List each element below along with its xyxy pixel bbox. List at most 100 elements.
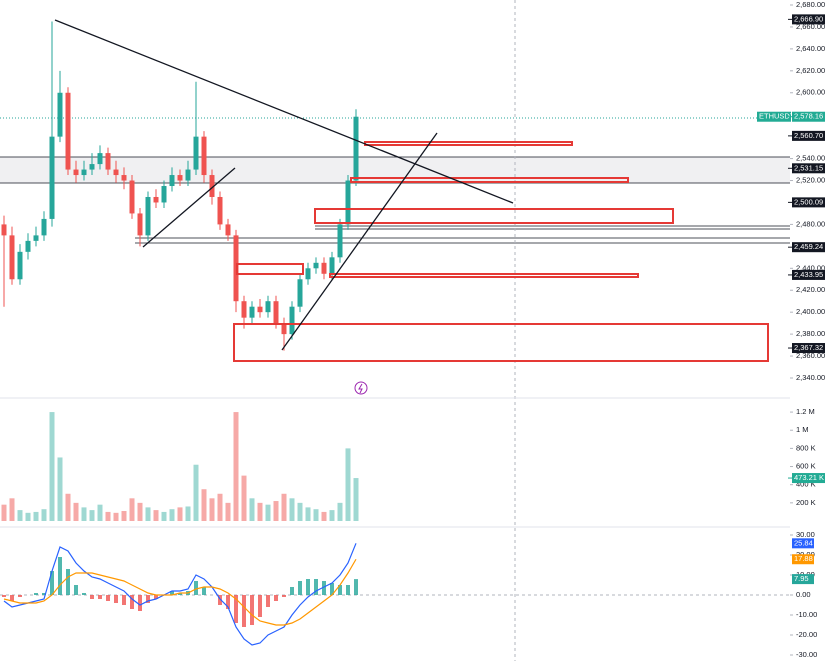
volume-bar — [137, 502, 143, 521]
candle-body — [273, 301, 279, 324]
volume-bar — [65, 493, 71, 521]
candle-body — [113, 169, 119, 176]
y-tick-label: 2,540.00 — [796, 154, 825, 163]
histogram-bar — [354, 579, 358, 595]
badge-label: 2,666.90 — [794, 14, 823, 23]
candle-body — [57, 92, 63, 137]
candle-body — [281, 323, 287, 335]
volume-bar — [81, 507, 87, 521]
histogram-bar — [34, 593, 38, 595]
volume-bar — [113, 512, 119, 521]
volume-bar — [185, 506, 191, 521]
volume-bar — [33, 511, 39, 521]
histogram-bar — [266, 595, 270, 607]
y-tick-label: 2,400.00 — [796, 307, 825, 316]
y-tick-label: 400 K — [796, 480, 816, 489]
y-tick-label: 800 K — [796, 443, 816, 452]
price-badge — [792, 343, 825, 354]
candle-body — [153, 196, 159, 203]
candle-body — [105, 153, 111, 170]
price-badge — [792, 574, 814, 585]
histogram-bar — [10, 595, 14, 601]
volume-bar — [249, 498, 255, 521]
candle-body — [297, 279, 303, 307]
candle-body — [217, 196, 223, 225]
histogram-bar — [66, 569, 70, 595]
candle-body — [265, 301, 271, 313]
candle-body — [209, 175, 215, 197]
candle-body — [41, 218, 47, 236]
badge-label: 17.88 — [794, 554, 813, 563]
histogram-bar — [82, 593, 86, 595]
histogram-bar — [170, 591, 174, 595]
badge-label: 2,500.09 — [794, 197, 823, 206]
histogram-bar — [122, 595, 126, 605]
candle-body — [33, 235, 39, 241]
volume-bar — [321, 511, 327, 521]
y-tick-label: 2,360.00 — [796, 351, 825, 360]
histogram-bar — [74, 585, 78, 595]
histogram-bar — [178, 593, 182, 595]
volume-bar — [145, 507, 151, 521]
trend-lines — [54, 19, 514, 351]
volume-bar — [313, 509, 319, 521]
volume-bar — [41, 509, 47, 521]
candle-body — [129, 180, 135, 214]
y-tick-label: 2,520.00 — [796, 176, 825, 185]
price-badge — [792, 269, 825, 280]
badge-label: 7.95 — [794, 574, 809, 583]
histogram-bar — [290, 587, 294, 595]
volume-bar — [161, 511, 167, 521]
candle-body — [1, 224, 7, 236]
y-tick-label: 0.00 — [796, 590, 811, 599]
volume-bar — [289, 498, 295, 521]
volume-bar — [281, 493, 287, 521]
volume-bar — [177, 507, 183, 521]
y-tick-label: 2,680.00 — [796, 0, 825, 9]
candle-body — [353, 116, 359, 181]
candle-body — [9, 235, 15, 280]
price-badge — [792, 163, 825, 174]
candle-body — [305, 268, 311, 280]
candle-body — [289, 306, 295, 335]
histogram-bar — [90, 595, 94, 599]
volume-bar — [353, 478, 359, 521]
badge-label: 2,578.16 — [794, 112, 823, 121]
price-badge — [792, 197, 825, 208]
histogram-bar — [242, 595, 246, 627]
y-tick-label: 2,640.00 — [796, 44, 825, 53]
histogram-bar — [250, 595, 254, 625]
alert-icon — [354, 381, 368, 395]
volume-bar — [209, 498, 215, 521]
histogram-bar — [154, 595, 158, 599]
y-tick-label: 600 K — [796, 462, 816, 471]
y-tick-label: 30.00 — [796, 530, 815, 539]
histogram-bar — [106, 595, 110, 601]
histogram-bar — [226, 595, 230, 609]
histogram-bar — [50, 571, 54, 595]
histogram-bar — [298, 581, 302, 595]
volume-bar — [89, 510, 95, 521]
volume-bar — [257, 502, 263, 521]
volume-bar — [273, 501, 279, 521]
volume-bar — [1, 504, 7, 521]
badge-label: 473.21 K — [794, 473, 824, 482]
y-tick-label: 1 M — [796, 425, 809, 434]
badge-label: 25.84 — [794, 538, 813, 547]
volume-bar — [297, 502, 303, 521]
candle-body — [97, 153, 103, 165]
candle-body — [121, 175, 127, 181]
badge-label: 2,459.24 — [794, 242, 823, 251]
candle-body — [89, 164, 95, 170]
volume-bar — [153, 510, 159, 521]
histogram-bar — [282, 595, 286, 597]
candle-body — [17, 251, 23, 280]
volume-bar — [305, 507, 311, 521]
histogram-bar — [98, 595, 102, 599]
volume-bar — [169, 509, 175, 521]
candle-body — [169, 175, 175, 187]
volume-bar — [73, 502, 79, 521]
data-marks — [1, 21, 359, 646]
volume-bar — [193, 464, 199, 521]
candle-body — [345, 180, 351, 225]
